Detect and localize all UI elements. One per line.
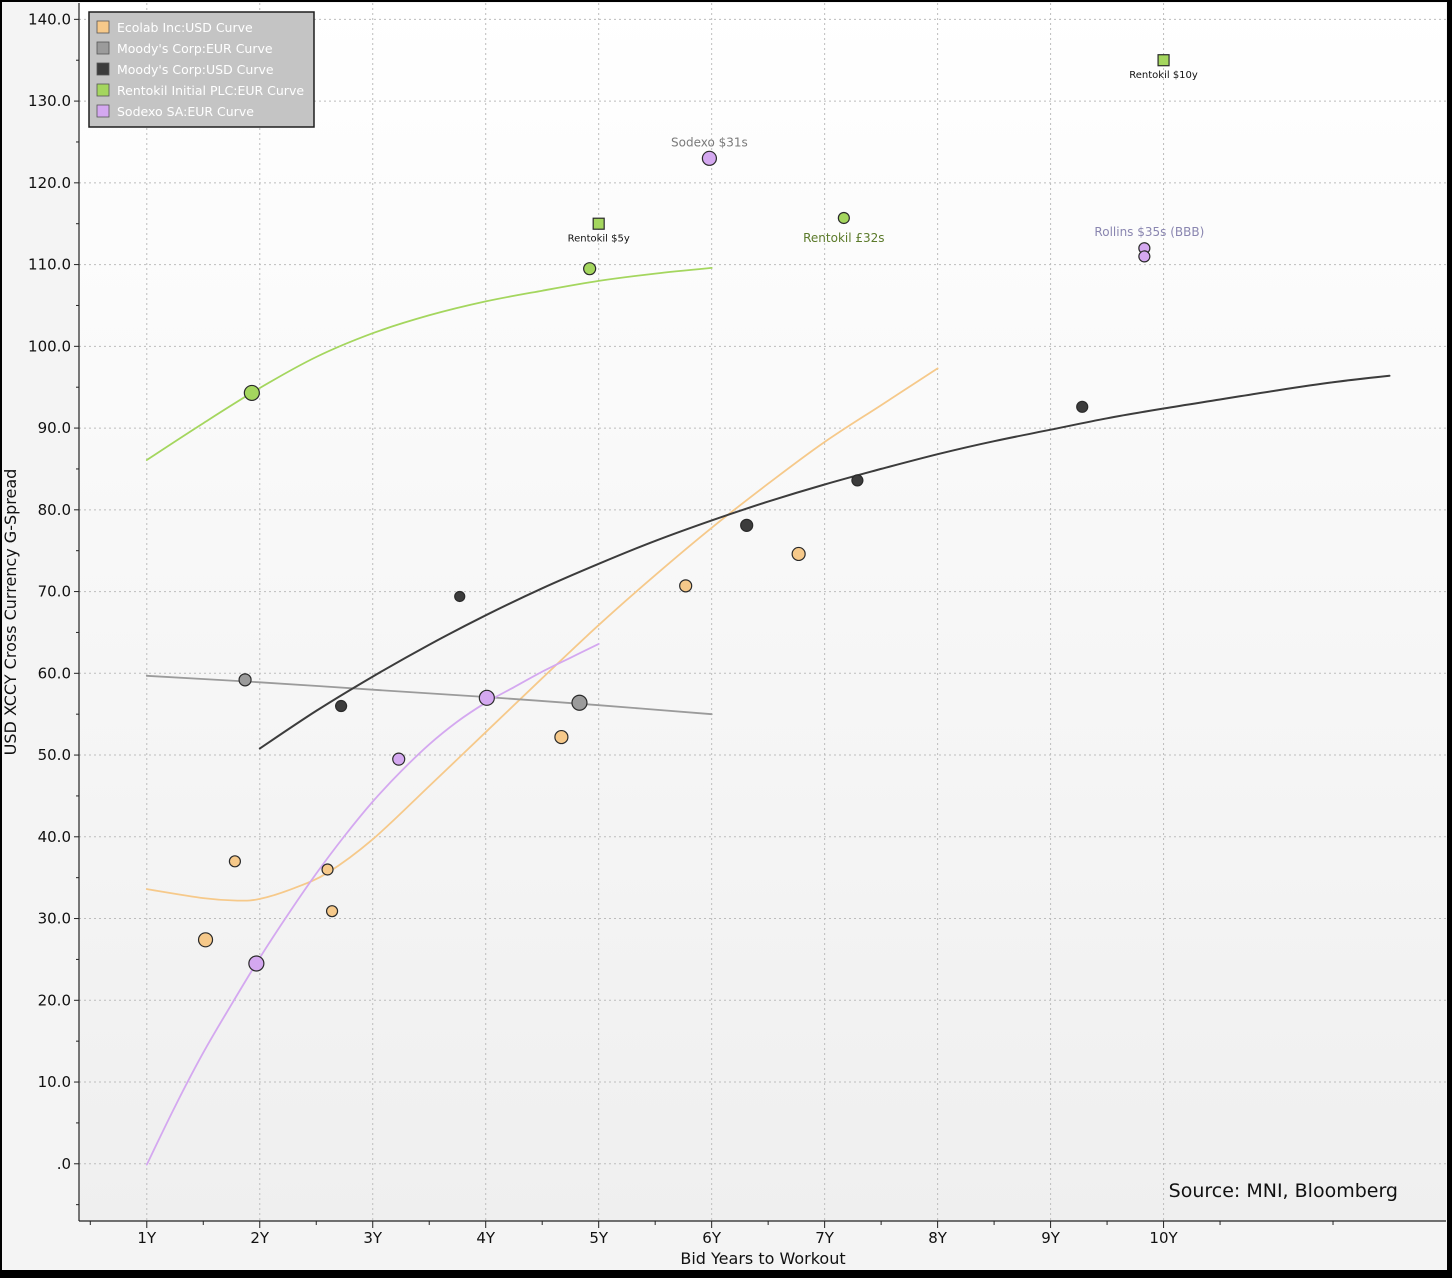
data-point bbox=[1138, 250, 1151, 263]
data-point bbox=[392, 752, 406, 766]
x-tick-label: 2Y bbox=[250, 1229, 270, 1247]
data-point-square bbox=[1157, 54, 1170, 67]
legend-entry: Sodexo SA:EUR Curve bbox=[117, 104, 254, 119]
y-tick-label: .0 bbox=[57, 1155, 71, 1173]
legend-box bbox=[88, 11, 315, 128]
x-tick-label: 1Y bbox=[137, 1229, 157, 1247]
y-tick-label: 30.0 bbox=[38, 910, 71, 928]
data-point bbox=[454, 590, 466, 603]
x-axis-title: Bid Years to Workout bbox=[680, 1249, 845, 1268]
y-tick-label: 110.0 bbox=[28, 256, 71, 274]
data-point bbox=[740, 518, 754, 532]
y-tick-label: 90.0 bbox=[38, 419, 71, 437]
x-tick-label: 5Y bbox=[589, 1229, 609, 1247]
y-tick-label: 50.0 bbox=[38, 746, 71, 764]
x-tick-label: 4Y bbox=[476, 1229, 496, 1247]
fitted-curve-line bbox=[258, 374, 1391, 750]
y-tick-label: 20.0 bbox=[38, 991, 71, 1009]
data-point bbox=[791, 546, 806, 562]
legend-swatch bbox=[96, 41, 110, 55]
legend-entry: Ecolab Inc:USD Curve bbox=[117, 20, 253, 35]
data-point-square bbox=[592, 217, 605, 230]
y-tick-label: 10.0 bbox=[38, 1073, 71, 1091]
data-point bbox=[554, 729, 569, 745]
x-tick-label: 10Y bbox=[1149, 1229, 1178, 1247]
y-tick-label: 40.0 bbox=[38, 828, 71, 846]
data-point bbox=[583, 262, 597, 276]
legend-swatch bbox=[96, 20, 110, 34]
y-tick-label: 130.0 bbox=[28, 92, 71, 110]
data-points bbox=[197, 54, 1170, 972]
x-tick-label: 6Y bbox=[702, 1229, 722, 1247]
legend-entry: Rentokil Initial PLC:EUR Curve bbox=[117, 83, 304, 98]
data-point bbox=[679, 579, 693, 593]
data-point bbox=[321, 863, 334, 876]
data-point bbox=[851, 474, 864, 487]
point-annotation: Rentokil £32s bbox=[803, 231, 884, 245]
data-point bbox=[478, 689, 495, 706]
fitted-curve-line bbox=[145, 267, 713, 461]
legend: Ecolab Inc:USD Curve Moody's Corp:EUR Cur… bbox=[88, 11, 315, 128]
y-tick-label: 60.0 bbox=[38, 664, 71, 682]
legend-swatch bbox=[96, 62, 110, 76]
legend-entry: Moody's Corp:USD Curve bbox=[117, 62, 274, 77]
y-axis-title: USD XCCY Cross Currency G-Spread bbox=[1, 469, 20, 756]
data-point bbox=[228, 855, 242, 868]
point-annotation: Sodexo $31s bbox=[671, 135, 748, 149]
point-annotation: Rentokil $5y bbox=[568, 234, 630, 245]
y-tick-label: 100.0 bbox=[28, 337, 71, 355]
data-point bbox=[335, 699, 348, 713]
x-axis-ticks: 1Y 2Y 3Y 4Y 5Y 6Y 7Y 8Y 9Y 10Y bbox=[137, 1221, 1179, 1247]
data-point bbox=[238, 673, 252, 687]
data-point bbox=[197, 932, 214, 948]
legend-entry: Moody's Corp:EUR Curve bbox=[117, 41, 273, 56]
data-point bbox=[248, 955, 265, 972]
data-point bbox=[701, 150, 718, 166]
data-point bbox=[325, 905, 339, 918]
fitted-curve-line bbox=[145, 367, 939, 902]
plot-area bbox=[79, 3, 1446, 1221]
source-text: Source: MNI, Bloomberg bbox=[1169, 1180, 1398, 1202]
point-annotation: Rollins $35s (BBB) bbox=[1094, 225, 1204, 239]
data-point bbox=[1076, 400, 1089, 413]
legend-swatch bbox=[96, 104, 110, 118]
y-tick-label: 70.0 bbox=[38, 583, 71, 601]
y-tick-label: 140.0 bbox=[28, 10, 71, 28]
y-tick-label: 80.0 bbox=[38, 501, 71, 519]
y-tick-label: 120.0 bbox=[28, 174, 71, 192]
x-tick-label: 3Y bbox=[363, 1229, 383, 1247]
x-tick-label: 9Y bbox=[1041, 1229, 1061, 1247]
legend-swatch bbox=[96, 83, 110, 97]
point-annotations: Rentokil $5y Rentokil $10y Sodexo $31s Rent… bbox=[568, 70, 1205, 245]
point-annotation: Rentokil $10y bbox=[1129, 70, 1198, 81]
fitted-curve-line bbox=[145, 643, 600, 1166]
x-tick-label: 7Y bbox=[815, 1229, 835, 1247]
data-point bbox=[837, 211, 850, 225]
x-tick-label: 8Y bbox=[928, 1229, 948, 1247]
gridlines bbox=[79, 3, 1446, 1221]
y-axis-ticks: .0 10.0 20.0 30.0 40.0 50.0 60.0 70.0 80.0 90.0 10… bbox=[28, 10, 79, 1173]
data-point bbox=[571, 694, 588, 711]
data-point bbox=[243, 384, 260, 402]
